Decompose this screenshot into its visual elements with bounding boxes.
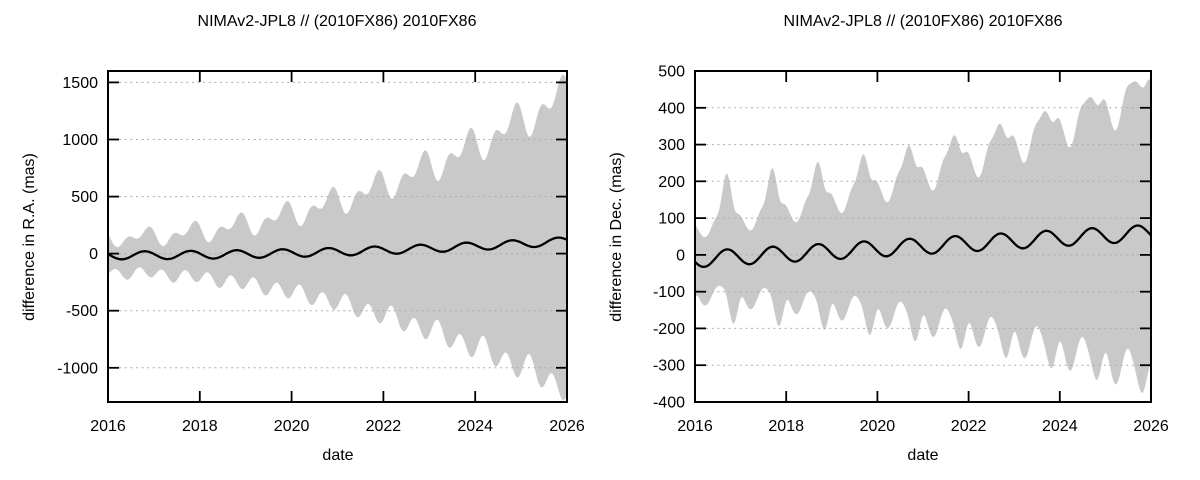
x-tick-label: 2026	[549, 418, 585, 435]
right-y-axis-label: difference in Dec. (mas)	[608, 152, 625, 322]
nominal-difference-line	[695, 224, 1151, 269]
y-tick-label: 500	[658, 64, 685, 81]
x-tick-label: 2022	[951, 418, 987, 435]
y-tick-label: 300	[658, 137, 685, 154]
x-tick-label: 2020	[860, 418, 896, 435]
y-tick-label: 400	[658, 100, 685, 117]
x-tick-label: 2018	[768, 418, 804, 435]
x-tick-label: 2016	[677, 418, 713, 435]
plot-panel: -1000 -500 0 500 1000 1500 2016 2018 2020 2022 202…	[57, 70, 585, 435]
y-tick-label: -400	[653, 395, 685, 412]
y-tick-label: 0	[676, 247, 685, 264]
y-tick-label: 1500	[62, 75, 98, 92]
uncertainty-band	[108, 74, 567, 401]
y-tick-label: -100	[653, 284, 685, 301]
left-x-axis-label: date	[322, 447, 354, 464]
nominal-difference-line	[108, 236, 567, 261]
right-x-axis-label: date	[907, 447, 939, 464]
y-tick-label: 0	[89, 246, 98, 263]
x-tick-label: 2018	[182, 418, 218, 435]
x-tick-label: 2026	[1133, 418, 1169, 435]
x-tick-label: 2020	[274, 418, 310, 435]
y-tick-label: -500	[66, 303, 98, 320]
x-tick-label: 2024	[1042, 418, 1078, 435]
y-tick-label: 200	[658, 174, 685, 191]
left-chart-title: NIMAv2-JPL8 // (2010FX86) 2010FX86	[197, 13, 477, 30]
y-tick-label: 1000	[62, 132, 98, 149]
y-tick-label: 500	[71, 189, 98, 206]
plot-border	[107, 70, 568, 403]
y-tick-label: 100	[658, 211, 685, 228]
uncertainty-band	[695, 79, 1151, 393]
right-chart-title: NIMAv2-JPL8 // (2010FX86) 2010FX86	[783, 13, 1063, 30]
y-tick-label: -300	[653, 358, 685, 375]
y-tick-label: -200	[653, 321, 685, 338]
plot-border	[694, 70, 1152, 403]
x-tick-label: 2016	[90, 418, 126, 435]
y-tick-label: -1000	[57, 360, 98, 377]
x-tick-label: 2022	[366, 418, 402, 435]
plot-panel: -400 -300 -200 -100 0 100 200 300 400 500 2016 2018…	[653, 64, 1169, 436]
x-tick-label: 2024	[457, 418, 493, 435]
left-y-axis-label: difference in R.A. (mas)	[21, 153, 38, 321]
